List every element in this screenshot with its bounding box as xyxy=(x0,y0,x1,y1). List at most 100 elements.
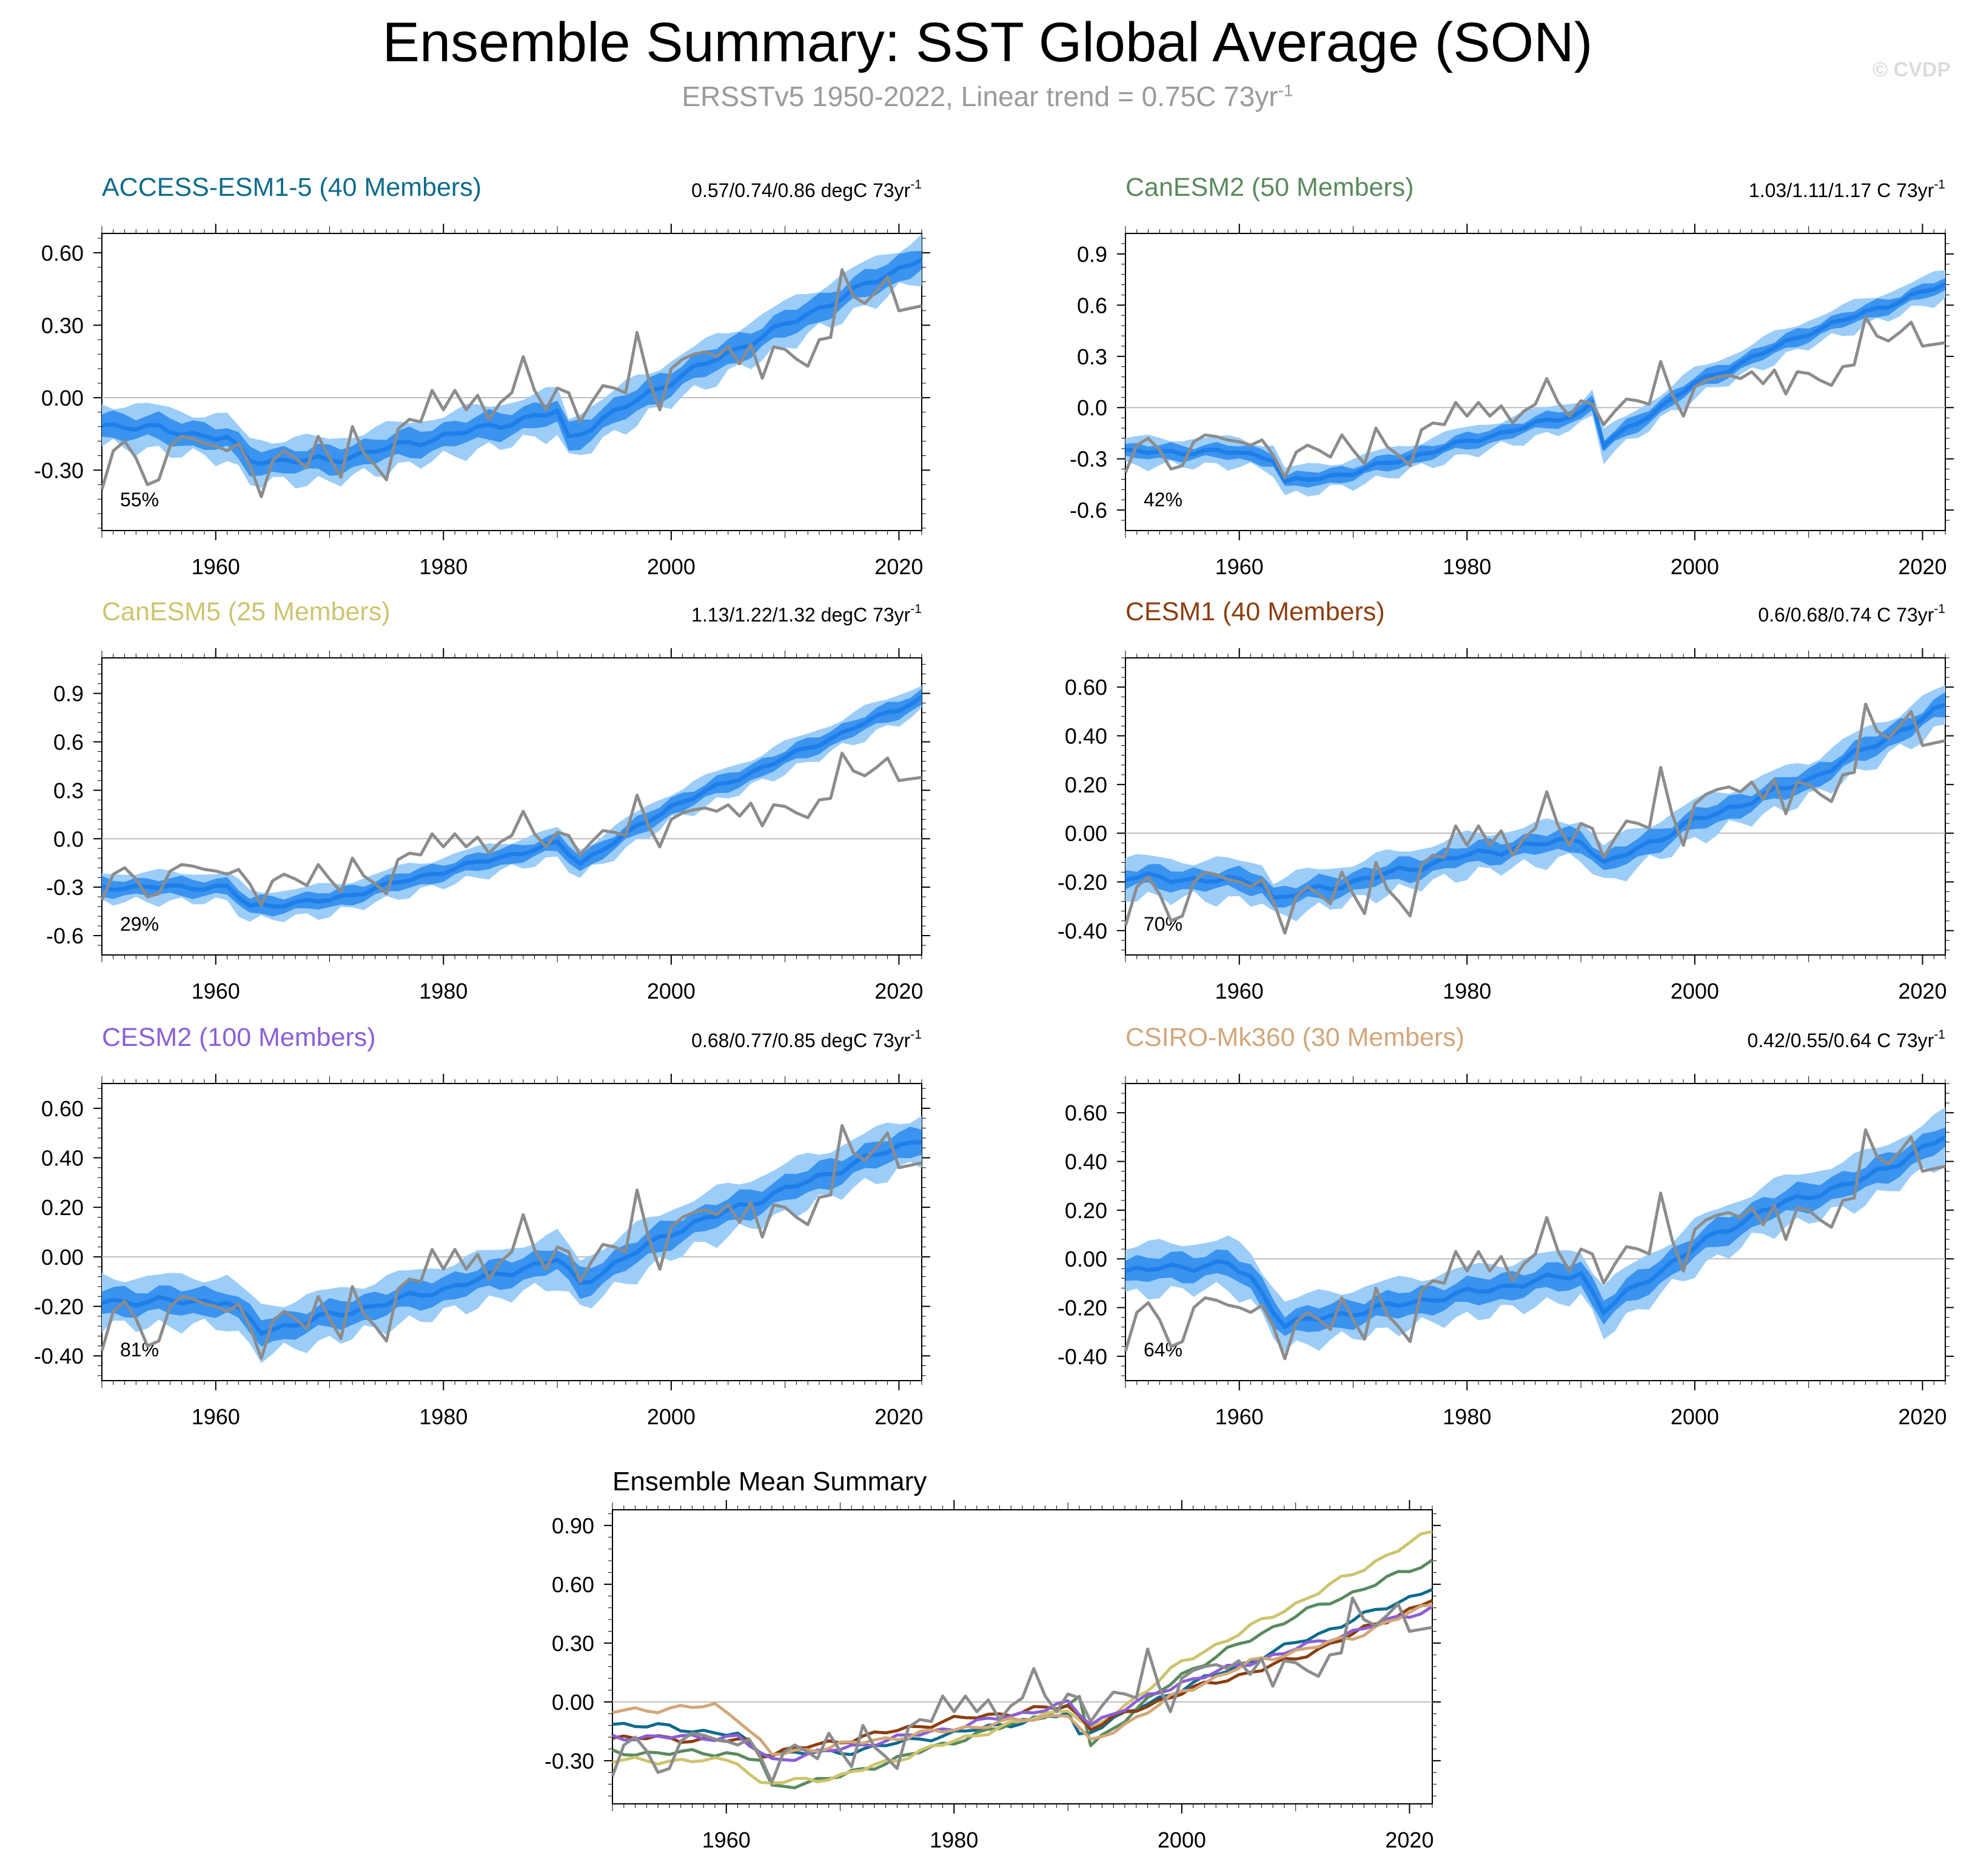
y-tick-label: 0.40 xyxy=(1065,724,1107,749)
x-tick-label: 1960 xyxy=(1215,554,1264,579)
percent-label: 55% xyxy=(120,489,159,511)
plot-frame xyxy=(101,1083,922,1381)
y-tick-label: 0.3 xyxy=(1077,344,1107,369)
trend-label: 0.68/0.77/0.85 degC 73yr-1 xyxy=(691,1028,922,1051)
y-tick-label: 0.00 xyxy=(41,1245,84,1270)
panel-title: CESM2 (100 Members) xyxy=(102,1023,376,1052)
chart-panel-6: CSIRO-Mk360 (30 Members) 0.42/0.55/0.64 C… xyxy=(1058,1023,1954,1429)
percent-label: 29% xyxy=(120,913,159,935)
x-tick-label: 1960 xyxy=(192,1404,240,1429)
panel-title: CanESM2 (50 Members) xyxy=(1125,173,1414,202)
trend-label-text: 0.6/0.68/0.74 C 73yr xyxy=(1758,604,1934,626)
y-tick-label: 0.00 xyxy=(1065,821,1107,846)
trend-label-superscript: -1 xyxy=(910,178,922,192)
y-tick-label: 0.30 xyxy=(552,1631,594,1656)
ensemble-mean-line xyxy=(1125,282,1946,484)
chart-panel-3: CanESM5 (25 Members) 1.13/1.22/1.32 degC … xyxy=(46,597,930,1003)
y-tick-label: -0.3 xyxy=(46,875,84,900)
page-subtitle-text: ERSSTv5 1950-2022, Linear trend = 0.75C … xyxy=(682,81,1278,112)
outer-spread-band xyxy=(1125,1107,1945,1352)
inner-spread-band xyxy=(102,250,922,477)
y-tick-label: 0.90 xyxy=(552,1513,594,1538)
inner-spread-band xyxy=(102,689,922,917)
page-title: Ensemble Summary: SST Global Average (SO… xyxy=(382,12,1593,73)
x-tick-label: 1980 xyxy=(419,979,468,1003)
chart-panel-2: CanESM2 (50 Members) 1.03/1.11/1.17 C 73y… xyxy=(1070,173,1954,579)
percent-label: 42% xyxy=(1144,489,1182,511)
x-tick-label: 2000 xyxy=(1671,554,1719,579)
y-tick-label: -0.3 xyxy=(1070,447,1107,472)
x-tick-label: 2020 xyxy=(874,1404,923,1429)
observation-line xyxy=(1124,1128,1946,1361)
trend-label-text: 1.03/1.11/1.17 C 73yr xyxy=(1749,179,1934,201)
trend-label-superscript: -1 xyxy=(1934,602,1945,616)
observation-line xyxy=(100,268,922,498)
y-tick-label: -0.20 xyxy=(1058,1296,1107,1321)
y-tick-label: 0.20 xyxy=(1065,1198,1107,1223)
page-subtitle-superscript: -1 xyxy=(1278,81,1293,100)
model-line-canesm2 xyxy=(612,1558,1433,1790)
model-line-csiro-mk360 xyxy=(612,1603,1433,1756)
y-tick-label: 0.60 xyxy=(552,1572,594,1597)
y-tick-label: 0.00 xyxy=(41,386,84,410)
trend-label: 1.13/1.22/1.32 degC 73yr-1 xyxy=(691,602,922,626)
plot-frame xyxy=(101,657,922,956)
x-tick-label: 1960 xyxy=(192,979,240,1003)
panel-title: Ensemble Mean Summary xyxy=(612,1467,927,1496)
observation-line xyxy=(1124,702,1946,935)
trend-label: 0.57/0.74/0.86 degC 73yr-1 xyxy=(691,178,922,201)
y-tick-label: 0.9 xyxy=(1077,242,1107,267)
ensemble-mean-line xyxy=(101,695,923,909)
y-tick-label: -0.20 xyxy=(34,1295,84,1319)
x-tick-label: 2020 xyxy=(874,554,923,579)
panel-title: ACCESS-ESM1-5 (40 Members) xyxy=(102,173,481,202)
y-tick-label: 0.0 xyxy=(53,826,84,851)
outer-spread-band xyxy=(1125,270,1945,497)
page-subtitle: ERSSTv5 1950-2022, Linear trend = 0.75C … xyxy=(0,80,1975,113)
y-tick-label: 0.6 xyxy=(1077,293,1107,318)
y-tick-label: 0.60 xyxy=(1065,1100,1107,1125)
ensemble-mean-line xyxy=(1125,1135,1946,1330)
observation-line xyxy=(100,751,922,906)
y-tick-label: -0.40 xyxy=(1058,919,1107,943)
x-tick-label: 1960 xyxy=(1215,1404,1264,1429)
inner-spread-band xyxy=(1125,692,1945,908)
y-tick-label: -0.6 xyxy=(46,923,84,948)
chart-panel-4: CESM1 (40 Members) 0.6/0.68/0.74 C 73yr-1… xyxy=(1058,597,1954,1003)
x-tick-label: 2020 xyxy=(1385,1827,1433,1852)
panel-title: CESM1 (40 Members) xyxy=(1125,597,1385,626)
x-tick-label: 1960 xyxy=(702,1827,751,1852)
trend-label: 1.03/1.11/1.17 C 73yr-1 xyxy=(1749,178,1945,201)
y-tick-label: 0.60 xyxy=(1065,675,1107,700)
y-tick-label: 0.9 xyxy=(53,682,84,706)
observation-line xyxy=(1124,315,1946,480)
outer-spread-band xyxy=(102,1116,922,1364)
chart-panel-1: ACCESS-ESM1-5 (40 Members) 0.57/0.74/0.86… xyxy=(34,173,930,579)
y-tick-label: 0.3 xyxy=(53,778,84,803)
x-tick-label: 1980 xyxy=(930,1827,978,1852)
y-tick-label: 0.40 xyxy=(41,1146,84,1171)
plot-frame xyxy=(1125,657,1946,956)
y-tick-label: 0.20 xyxy=(1065,772,1107,797)
x-tick-label: 2020 xyxy=(874,979,923,1003)
y-tick-label: -0.30 xyxy=(545,1749,594,1774)
trend-label-text: 1.13/1.22/1.32 degC 73yr xyxy=(691,604,911,626)
x-tick-label: 1980 xyxy=(419,1404,468,1429)
outer-spread-band xyxy=(102,686,922,922)
x-tick-label: 1980 xyxy=(419,554,468,579)
x-tick-label: 2020 xyxy=(1898,1404,1946,1429)
x-tick-label: 1960 xyxy=(1215,979,1264,1003)
trend-label-text: 0.68/0.77/0.85 degC 73yr xyxy=(691,1030,911,1051)
y-tick-label: 0.20 xyxy=(41,1195,84,1220)
plot-frame xyxy=(101,233,922,531)
observation-line xyxy=(611,1596,1433,1784)
y-tick-label: 0.60 xyxy=(41,1096,84,1121)
percent-label: 64% xyxy=(1144,1339,1182,1361)
ensemble-mean-line xyxy=(101,1140,922,1336)
x-tick-label: 2000 xyxy=(1671,979,1719,1003)
percent-label: 70% xyxy=(1144,913,1182,935)
x-tick-label: 1980 xyxy=(1443,554,1491,579)
trend-label-superscript: -1 xyxy=(910,602,922,616)
copyright-label: © CVDP xyxy=(1873,58,1951,81)
